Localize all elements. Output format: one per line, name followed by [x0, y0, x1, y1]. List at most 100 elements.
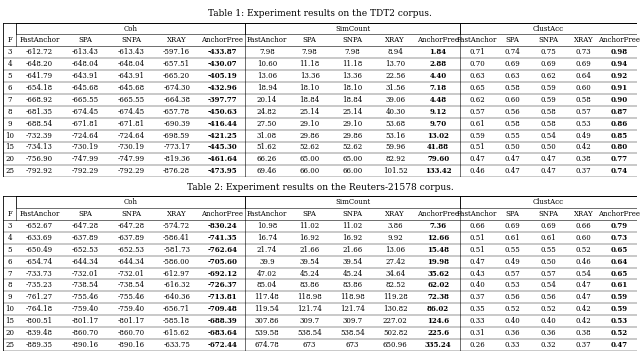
Text: 0.49: 0.49	[505, 258, 520, 266]
Text: 2.88: 2.88	[429, 60, 447, 68]
Text: 0.74: 0.74	[505, 48, 520, 56]
Text: 82.52: 82.52	[385, 281, 406, 289]
Text: -644.34: -644.34	[118, 258, 145, 266]
Text: 130.82: 130.82	[383, 305, 408, 313]
Text: -889.35: -889.35	[26, 341, 53, 349]
Text: 0.50: 0.50	[540, 258, 556, 266]
Text: 7.36: 7.36	[429, 222, 447, 230]
Text: -615.62: -615.62	[163, 329, 190, 337]
Text: 0.86: 0.86	[611, 120, 628, 128]
Text: -416.44: -416.44	[207, 120, 237, 128]
Text: 0.40: 0.40	[469, 281, 485, 289]
Text: 0.33: 0.33	[505, 341, 520, 349]
Text: 7: 7	[8, 270, 12, 277]
Text: 0.58: 0.58	[505, 84, 520, 92]
Text: -792.29: -792.29	[72, 167, 99, 175]
Text: Coh: Coh	[124, 198, 138, 206]
Text: 4.48: 4.48	[429, 96, 447, 104]
Text: 69.46: 69.46	[257, 167, 277, 175]
Text: -756.90: -756.90	[26, 155, 53, 163]
Text: 0.59: 0.59	[540, 84, 556, 92]
Text: 673: 673	[346, 341, 359, 349]
Text: 52.62: 52.62	[342, 144, 363, 151]
Text: XRAY: XRAY	[573, 210, 593, 218]
Text: SNPA: SNPA	[342, 37, 362, 44]
Text: 0.47: 0.47	[469, 258, 485, 266]
Text: 25.14: 25.14	[300, 108, 320, 116]
Text: 39.06: 39.06	[385, 96, 405, 104]
Text: 0.94: 0.94	[611, 60, 628, 68]
Text: 7.98: 7.98	[302, 48, 317, 56]
Text: -473.95: -473.95	[208, 167, 237, 175]
Text: 47.02: 47.02	[257, 270, 277, 277]
Text: 20: 20	[5, 155, 14, 163]
Text: -586.00: -586.00	[163, 258, 190, 266]
Text: 59.96: 59.96	[385, 144, 406, 151]
Text: -585.18: -585.18	[163, 317, 190, 325]
Text: 0.35: 0.35	[470, 305, 485, 313]
Text: 0.53: 0.53	[505, 281, 520, 289]
Text: -741.35: -741.35	[208, 234, 237, 242]
Text: 0.47: 0.47	[505, 155, 520, 163]
Text: 0.91: 0.91	[611, 84, 628, 92]
Text: -747.99: -747.99	[117, 155, 145, 163]
Text: -616.32: -616.32	[163, 281, 190, 289]
Text: 118.98: 118.98	[298, 293, 322, 301]
Text: 673: 673	[303, 341, 316, 349]
Text: 24.82: 24.82	[257, 108, 277, 116]
Text: -633.69: -633.69	[26, 234, 53, 242]
Text: -671.81: -671.81	[117, 120, 145, 128]
Text: -801.17: -801.17	[72, 317, 99, 325]
Text: 83.86: 83.86	[300, 281, 320, 289]
Text: 65.00: 65.00	[342, 155, 363, 163]
Text: -645.68: -645.68	[117, 84, 145, 92]
Text: 335.24: 335.24	[425, 341, 451, 349]
Text: -747.99: -747.99	[72, 155, 99, 163]
Text: 34.64: 34.64	[385, 270, 405, 277]
Text: 0.58: 0.58	[540, 120, 556, 128]
Text: 0.54: 0.54	[576, 270, 591, 277]
Text: 31.56: 31.56	[385, 84, 405, 92]
Text: 0.69: 0.69	[505, 222, 520, 230]
Text: -732.01: -732.01	[118, 270, 145, 277]
Text: -432.96: -432.96	[207, 84, 237, 92]
Text: 7.98: 7.98	[259, 48, 275, 56]
Text: -759.40: -759.40	[117, 305, 145, 313]
Text: 83.86: 83.86	[342, 281, 362, 289]
Text: AnchorFree: AnchorFree	[417, 210, 459, 218]
Text: Table 1: Experiment results on the TDT2 corpus.: Table 1: Experiment results on the TDT2 …	[208, 9, 432, 19]
Text: 15: 15	[5, 317, 14, 325]
Text: 13.06: 13.06	[257, 72, 277, 80]
Text: -637.89: -637.89	[72, 234, 99, 242]
Text: 0.56: 0.56	[540, 293, 556, 301]
Text: 0.80: 0.80	[611, 144, 628, 151]
Text: SPA: SPA	[78, 37, 92, 44]
Text: -430.07: -430.07	[208, 60, 237, 68]
Text: 119.28: 119.28	[383, 293, 408, 301]
Text: SimCount: SimCount	[335, 24, 370, 33]
Text: 0.51: 0.51	[469, 144, 485, 151]
Text: 0.50: 0.50	[540, 144, 556, 151]
Text: -726.37: -726.37	[207, 281, 237, 289]
Text: 10: 10	[5, 305, 14, 313]
Text: -674.45: -674.45	[117, 108, 145, 116]
Text: -730.19: -730.19	[118, 144, 145, 151]
Text: 0.60: 0.60	[576, 84, 591, 92]
Text: -764.18: -764.18	[26, 305, 53, 313]
Text: 27.42: 27.42	[385, 258, 406, 266]
Text: 0.61: 0.61	[505, 234, 520, 242]
Text: 66.26: 66.26	[257, 155, 277, 163]
Text: 86.02: 86.02	[427, 305, 449, 313]
Text: -643.91: -643.91	[118, 72, 145, 80]
Text: 0.55: 0.55	[540, 246, 556, 254]
Text: -652.53: -652.53	[72, 246, 99, 254]
Text: -792.29: -792.29	[117, 167, 145, 175]
Text: 10.60: 10.60	[257, 60, 277, 68]
Text: 9: 9	[8, 120, 12, 128]
Text: 5: 5	[8, 246, 12, 254]
Text: 0.36: 0.36	[505, 329, 520, 337]
Text: 309.7: 309.7	[342, 317, 362, 325]
Text: 0.58: 0.58	[576, 96, 591, 104]
Text: 674.78: 674.78	[255, 341, 279, 349]
Text: 0.59: 0.59	[540, 96, 556, 104]
